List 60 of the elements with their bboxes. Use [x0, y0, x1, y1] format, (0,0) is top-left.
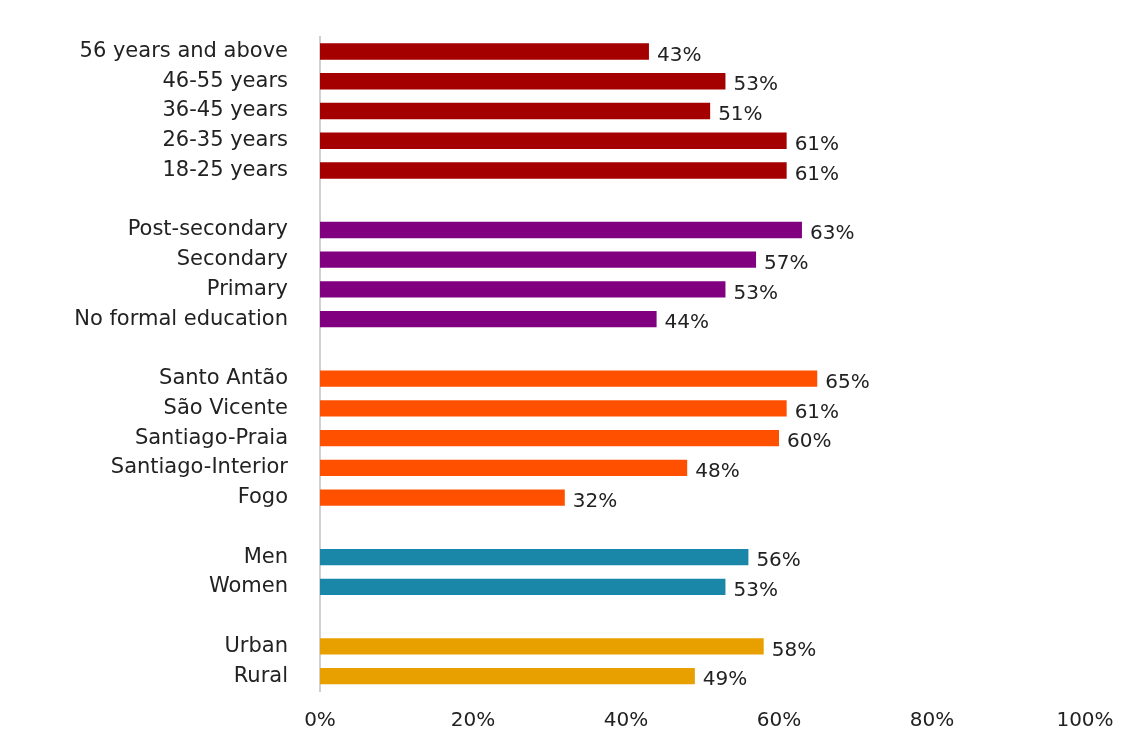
y-tick-label: Rural — [233, 662, 288, 687]
data-label: 56% — [756, 547, 801, 572]
bar — [320, 251, 757, 268]
x-tick-label: 20% — [450, 707, 496, 732]
bar — [320, 311, 657, 328]
y-tick-label: 36-45 years — [162, 97, 288, 122]
y-tick-label: São Vicente — [163, 394, 288, 419]
bar — [320, 162, 787, 179]
bar — [320, 370, 818, 387]
bar — [320, 400, 787, 417]
y-tick-label: Men — [243, 543, 288, 568]
data-label: 49% — [702, 666, 748, 691]
y-tick-label: Santiago-Praia — [134, 424, 288, 449]
y-tick-label: Santiago-Interior — [110, 454, 289, 479]
x-tick-label: 100% — [1056, 707, 1114, 732]
bar — [320, 667, 695, 685]
y-tick-label: Secondary — [176, 246, 288, 271]
y-tick-label: Fogo — [237, 484, 288, 509]
bar — [320, 43, 649, 60]
x-tick-label: 80% — [909, 707, 955, 732]
bar — [320, 132, 787, 149]
data-label: 53% — [733, 279, 778, 304]
bar — [320, 221, 802, 239]
data-label: 61% — [794, 398, 840, 423]
data-label: 61% — [794, 160, 840, 185]
data-label: 58% — [771, 636, 817, 661]
data-label: 44% — [664, 309, 710, 334]
bar — [320, 102, 711, 120]
bar — [320, 429, 779, 447]
y-tick-label: 56 years and above — [79, 37, 288, 62]
x-tick-label: 60% — [756, 707, 802, 732]
data-label: 53% — [733, 71, 778, 96]
bar — [320, 73, 726, 90]
y-tick-label: Women — [208, 573, 288, 598]
bar — [320, 638, 764, 655]
y-tick-label: Post-secondary — [127, 216, 288, 241]
y-tick-label: No formal education — [74, 305, 288, 330]
data-label: 43% — [656, 41, 702, 66]
data-label: 65% — [825, 368, 870, 393]
y-tick-label: Santo Antão — [159, 365, 288, 390]
bar — [320, 548, 749, 566]
data-label: 60% — [787, 428, 832, 453]
x-tick-label: 0% — [304, 707, 336, 732]
bar — [320, 281, 726, 298]
bar — [320, 459, 688, 477]
y-tick-label: 26-35 years — [162, 127, 288, 152]
y-tick-label: Urban — [224, 632, 288, 657]
data-label: 63% — [809, 220, 855, 245]
data-label: 51% — [718, 101, 763, 126]
data-label: 57% — [764, 249, 809, 274]
data-label: 53% — [733, 577, 778, 602]
data-label: 32% — [572, 487, 618, 512]
bar — [320, 578, 726, 596]
data-label: 61% — [794, 130, 840, 155]
bar — [320, 489, 565, 506]
y-tick-label: Primary — [206, 275, 288, 300]
y-tick-label: 18-25 years — [162, 156, 288, 181]
data-label: 48% — [695, 458, 740, 483]
y-tick-label: 46-55 years — [162, 67, 288, 92]
x-tick-label: 40% — [603, 707, 649, 732]
